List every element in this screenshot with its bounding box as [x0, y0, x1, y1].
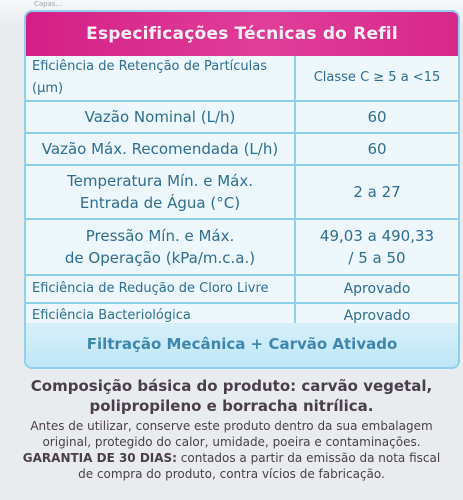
spec-value: Aprovado [295, 275, 458, 304]
guarantee-text: contados a partir da emissão da nota fis… [176, 451, 441, 465]
composition-line: polipropileno e borracha nitrílica. [89, 397, 374, 415]
spec-footer: Filtração Mecânica + Carvão Ativado [26, 323, 458, 367]
spec-label: Eficiência de Retenção de Partículas (µm… [26, 56, 296, 102]
spec-card: Especificações Técnicas do Refil Eficiên… [24, 10, 460, 369]
spec-value-line: / 5 a 50 [348, 249, 406, 267]
spec-label: Eficiência de Redução de Cloro Livre [26, 275, 296, 304]
spec-value: 60 [295, 133, 458, 166]
spec-label-line: Entrada de Água (°C) [79, 194, 241, 212]
table-row: Eficiência de Redução de Cloro Livre Apr… [26, 275, 458, 304]
spec-label-line: Pressão Mín. e Máx. [85, 227, 235, 245]
composition-text: Composição básica do produto: carvão veg… [0, 376, 463, 416]
spec-label: Vazão Nominal (L/h) [26, 101, 296, 134]
table-row: Vazão Máx. Recomendada (L/h) 60 [26, 133, 458, 166]
notes-line: Antes de utilizar, conserve este produto… [30, 419, 433, 433]
table-row: Vazão Nominal (L/h) 60 [26, 101, 458, 134]
spec-value: 2 a 27 [295, 165, 458, 220]
top-cut-text: Capas... [34, 0, 63, 8]
spec-value-line: 49,03 a 490,33 [319, 227, 435, 245]
spec-label: Temperatura Mín. e Máx. Entrada de Água … [26, 165, 296, 220]
table-row: Pressão Mín. e Máx. de Operação (kPa/m.c… [26, 219, 458, 276]
spec-label: Vazão Máx. Recomendada (L/h) [26, 133, 296, 166]
storage-notes: Antes de utilizar, conserve este produto… [0, 418, 463, 482]
composition-line: Composição básica do produto: carvão veg… [30, 377, 433, 395]
spec-value: Aprovado [343, 308, 411, 324]
table-row: Eficiência de Retenção de Partículas (µm… [26, 56, 458, 102]
notes-line: de compra do produto, contra vícios de f… [78, 467, 385, 481]
spec-table: Eficiência de Retenção de Partículas (µm… [26, 56, 458, 328]
notes-line: GARANTIA DE 30 DIAS: contados a partir d… [0, 450, 463, 466]
guarantee-label: GARANTIA DE 30 DIAS: [22, 451, 177, 465]
table-row: Temperatura Mín. e Máx. Entrada de Água … [26, 165, 458, 220]
spec-label-line: de Operação (kPa/m.c.a.) [64, 249, 256, 267]
spec-value: Classe C ≥ 5 a <15 [295, 56, 458, 102]
spec-value: 60 [295, 101, 458, 134]
notes-line: original, protegido do calor, umidade, p… [42, 435, 421, 449]
spec-label-line: Temperatura Mín. e Máx. [66, 172, 253, 190]
spec-footer-text: Filtração Mecânica + Carvão Ativado [86, 335, 398, 353]
spec-label: Pressão Mín. e Máx. de Operação (kPa/m.c… [26, 219, 296, 276]
spec-title: Especificações Técnicas do Refil [86, 24, 398, 44]
spec-value: 49,03 a 490,33 / 5 a 50 [295, 219, 458, 276]
spec-header: Especificações Técnicas do Refil [26, 12, 458, 56]
